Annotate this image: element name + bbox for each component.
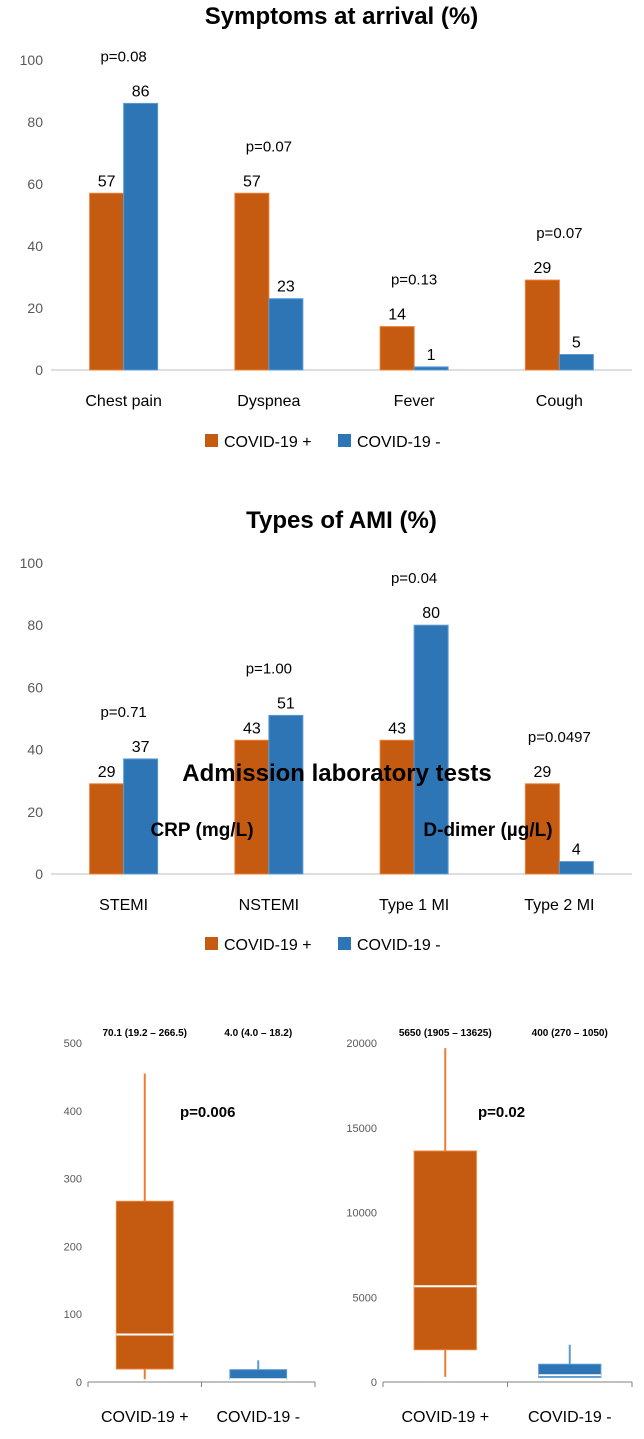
y-tick-label: 0 — [35, 362, 43, 378]
bar-covid-positive — [89, 192, 125, 371]
y-tick-label: 100 — [20, 52, 44, 68]
p-value-label: p=0.07 — [536, 225, 582, 242]
y-tick-label: 300 — [64, 1174, 82, 1186]
x-category-label: COVID-19 - — [528, 1409, 612, 1426]
chart-title: Types of AMI (%) — [246, 507, 437, 534]
data-label: 43 — [243, 720, 261, 737]
y-tick-label: 20 — [27, 804, 43, 820]
bar-covid-negative — [413, 366, 449, 371]
y-tick-label: 400 — [64, 1106, 82, 1118]
y-tick-label: 100 — [64, 1309, 82, 1321]
summary-label: 70.1 (19.2 – 266.5) — [102, 1028, 187, 1039]
x-category-label: STEMI — [99, 897, 148, 914]
chart-subtitle: CRP (mg/L) — [150, 820, 253, 841]
x-category-label: Cough — [536, 393, 583, 410]
data-label: 5 — [572, 335, 581, 352]
summary-label: 5650 (1905 – 13625) — [399, 1028, 492, 1039]
y-tick-label: 0 — [371, 1377, 377, 1389]
p-value-label: p=0.07 — [246, 138, 292, 155]
legend-entry: COVID-19 + — [224, 937, 312, 954]
y-tick-label: 0 — [35, 866, 43, 882]
summary-label: 4.0 (4.0 – 18.2) — [224, 1028, 292, 1039]
y-tick-label: 20 — [27, 300, 43, 316]
legend-entry: COVID-19 - — [357, 434, 441, 451]
bar-covid-positive — [234, 739, 270, 875]
x-category-label: Dyspnea — [237, 393, 300, 410]
data-label: 57 — [98, 173, 116, 190]
bar-covid-positive — [524, 279, 560, 371]
box-covid-positive — [115, 1200, 174, 1370]
p-value-label: p=0.71 — [100, 704, 146, 721]
legend-entry: COVID-19 - — [357, 937, 441, 954]
bar-covid-negative — [123, 758, 159, 875]
y-tick-label: 20000 — [346, 1038, 377, 1050]
x-category-label: Chest pain — [85, 393, 162, 410]
y-tick-label: 500 — [64, 1038, 82, 1050]
data-label: 37 — [132, 739, 150, 756]
summary-label: 400 (270 – 1050) — [532, 1028, 608, 1039]
legend-swatch — [205, 434, 218, 447]
y-tick-label: 40 — [27, 742, 43, 758]
legend-swatch — [205, 937, 218, 950]
x-category-label: Fever — [394, 393, 436, 410]
y-tick-label: 60 — [27, 176, 43, 192]
p-value-label: p=0.02 — [478, 1104, 525, 1121]
chart-subtitle: D-dimer (µg/L) — [423, 820, 552, 841]
data-label: 86 — [132, 83, 150, 100]
p-value-label: p=1.00 — [246, 660, 292, 677]
y-tick-label: 80 — [27, 617, 43, 633]
data-label: 43 — [388, 720, 406, 737]
bar-covid-negative — [558, 861, 594, 875]
y-tick-label: 100 — [20, 555, 44, 571]
y-tick-label: 10000 — [346, 1208, 377, 1220]
x-category-label: COVID-19 - — [216, 1409, 300, 1426]
p-value-label: p=0.08 — [100, 48, 146, 65]
y-tick-label: 80 — [27, 114, 43, 130]
y-tick-label: 60 — [27, 679, 43, 695]
data-label: 51 — [277, 695, 295, 712]
legend-entry: COVID-19 + — [224, 434, 312, 451]
bar-covid-positive — [524, 783, 560, 875]
data-label: 57 — [243, 173, 261, 190]
p-value-label: p=0.0497 — [528, 729, 591, 746]
bar-covid-negative — [413, 624, 449, 875]
y-tick-label: 5000 — [353, 1292, 377, 1304]
bar-covid-positive — [379, 326, 415, 371]
bar-covid-negative — [268, 714, 304, 875]
data-label: 4 — [572, 842, 581, 859]
chart-title: Symptoms at arrival (%) — [205, 3, 478, 30]
x-category-label: NSTEMI — [239, 897, 299, 914]
bar-covid-positive — [234, 192, 270, 371]
x-category-label: Type 2 MI — [524, 897, 594, 914]
y-tick-label: 15000 — [346, 1123, 377, 1135]
y-tick-label: 200 — [64, 1241, 82, 1253]
box-covid-negative — [538, 1363, 602, 1378]
bar-covid-negative — [558, 354, 594, 371]
data-label: 29 — [533, 764, 551, 781]
legend-swatch — [338, 434, 351, 447]
bar-covid-positive — [89, 783, 125, 875]
bar-covid-positive — [379, 739, 415, 875]
p-value-label: p=0.04 — [391, 570, 437, 587]
bar-covid-negative — [123, 102, 159, 371]
box-covid-positive — [413, 1150, 477, 1351]
data-label: 29 — [533, 260, 551, 277]
p-value-label: p=0.13 — [391, 272, 437, 289]
x-category-label: COVID-19 + — [401, 1409, 489, 1426]
box-covid-negative — [229, 1369, 288, 1380]
x-category-label: COVID-19 + — [101, 1409, 189, 1426]
chart-title: Admission laboratory tests — [182, 760, 491, 787]
data-label: 80 — [422, 605, 440, 622]
data-label: 14 — [388, 307, 406, 324]
data-label: 29 — [98, 764, 116, 781]
data-label: 1 — [427, 347, 436, 364]
bar-covid-negative — [268, 298, 304, 371]
p-value-label: p=0.006 — [180, 1104, 235, 1121]
data-label: 23 — [277, 279, 295, 296]
y-tick-label: 40 — [27, 238, 43, 254]
legend-swatch — [338, 937, 351, 950]
x-category-label: Type 1 MI — [379, 897, 449, 914]
y-tick-label: 0 — [76, 1377, 82, 1389]
